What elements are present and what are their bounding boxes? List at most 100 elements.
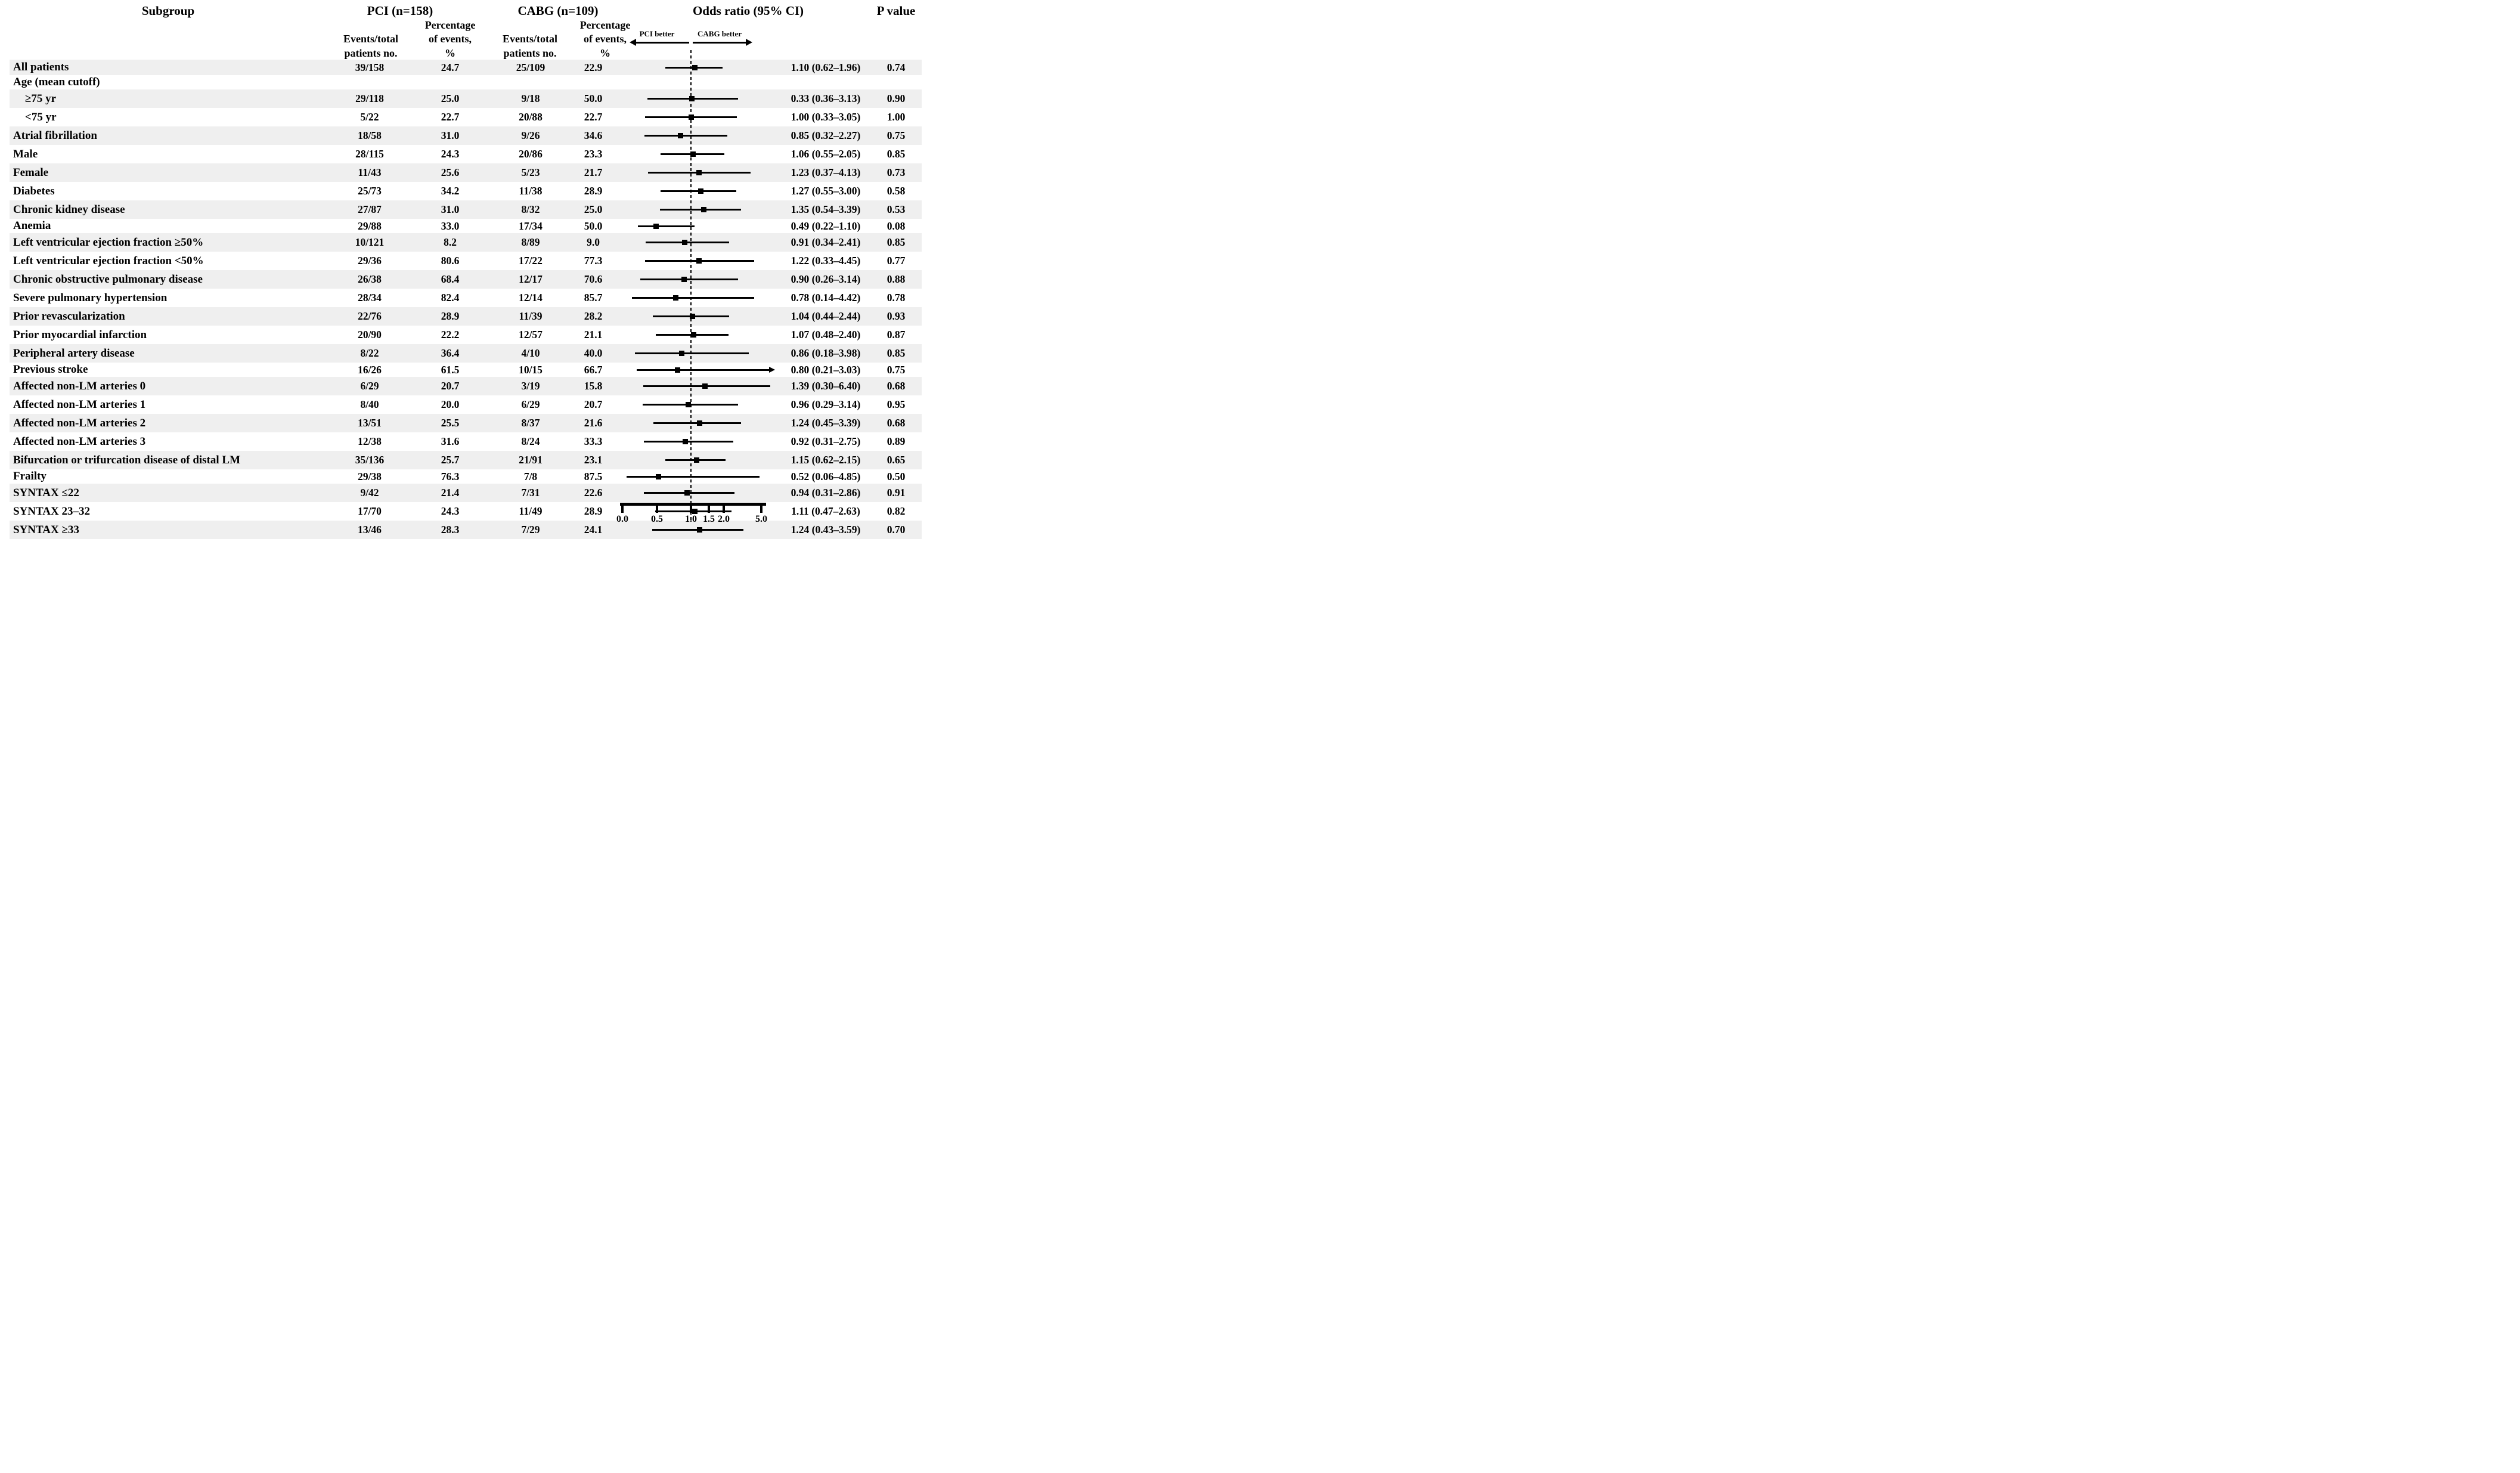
- odds-ratio-ci-cell: 0.92 (0.31–2.75): [791, 435, 861, 447]
- p-value-cell: 0.73: [887, 166, 906, 178]
- pci-events-cell: 20/90: [358, 329, 382, 341]
- odds-ratio-marker: [685, 402, 691, 407]
- cabg-events-cell: 8/37: [521, 417, 540, 429]
- table-row: ≥75 yr 29/118 25.0 9/18 50.0 0.33 (0.36–3.13)…: [10, 89, 922, 108]
- odds-ratio-ci-cell: 1.27 (0.55–3.00): [791, 185, 861, 197]
- direction-label-cabg-better: CABG better: [697, 29, 742, 38]
- cabg-events-cell: 11/49: [519, 505, 543, 517]
- odds-ratio-ci-cell: 1.35 (0.54–3.39): [791, 203, 861, 215]
- pci-events-cell: 27/87: [358, 203, 382, 215]
- cabg-events-cell: 6/29: [521, 398, 540, 410]
- odds-ratio-ci-cell: 1.24 (0.43–3.59): [791, 524, 861, 536]
- p-value-cell: 0.88: [887, 273, 906, 285]
- pci-pct-cell: 25.6: [441, 166, 460, 178]
- cabg-better-arrow-line: [693, 42, 746, 44]
- cabg-pct-cell: 9.0: [587, 236, 600, 248]
- forest-plot-cell: [620, 233, 781, 252]
- p-value-cell: 0.93: [887, 310, 906, 322]
- forest-plot-figure: Subgroup PCI (n=158) CABG (n=109) Odds r…: [0, 0, 922, 539]
- pci-pct-cell: 82.4: [441, 292, 460, 304]
- left-arrow-icon: [630, 39, 636, 46]
- forest-plot-cell: [620, 289, 781, 307]
- pci-pct-cell: 25.0: [441, 92, 460, 104]
- pci-events-cell: 28/115: [355, 148, 384, 160]
- table-row: Previous stroke 16/26 61.5 10/15 66.7 0.80 (0…: [10, 363, 922, 377]
- table-row: SYNTAX 23–32 17/70 24.3 11/49 28.9 1.11 (0.47…: [10, 502, 922, 521]
- pci-pct-cell: 61.5: [441, 363, 460, 376]
- table-row: SYNTAX ≥33 13/46 28.3 7/29 24.1 1.24 (0.43–3.…: [10, 521, 922, 539]
- table-row: Prior revascularization 22/76 28.9 11/39 28.…: [10, 307, 922, 326]
- odds-ratio-ci-cell: 0.78 (0.14–4.42): [791, 292, 861, 304]
- table-row: Male 28/115 24.3 20/86 23.3 1.06 (0.55–2.05) 0…: [10, 145, 922, 163]
- column-header-subgroup: Subgroup: [141, 4, 195, 18]
- odds-ratio-ci-cell: 1.15 (0.62–2.15): [791, 454, 861, 466]
- column-header-cabg-group: CABG (n=109): [517, 4, 599, 18]
- p-value-cell: 0.65: [887, 454, 906, 466]
- cabg-pct-cell: 28.2: [584, 310, 603, 322]
- forest-plot-cell: [620, 484, 781, 502]
- forest-plot-cell: [620, 60, 781, 75]
- cabg-events-cell: 8/89: [521, 236, 540, 248]
- subgroup-label: <75 yr: [25, 110, 57, 123]
- confidence-interval-line: [659, 209, 742, 211]
- forest-plot-cell: [620, 414, 781, 432]
- subgroup-label: ≥75 yr: [25, 92, 57, 105]
- pci-pct-cell: 31.6: [441, 435, 460, 447]
- subgroup-label: Anemia: [13, 219, 51, 232]
- subgroup-label: All patients: [13, 61, 69, 73]
- subgroup-label: Male: [13, 147, 38, 160]
- table-row: Frailty 29/38 76.3 7/8 87.5 0.52 (0.06–4.85) 0…: [10, 469, 922, 484]
- table-row: Diabetes 25/73 34.2 11/38 28.9 1.27 (0.55–3.0…: [10, 182, 922, 200]
- subgroup-label: Bifurcation or trifurcation disease of d…: [13, 453, 241, 466]
- odds-ratio-ci-cell: 0.94 (0.31–2.86): [791, 487, 861, 499]
- odds-ratio-marker: [653, 223, 659, 229]
- axis-tick-label: 2.0: [718, 514, 730, 524]
- subgroup-label: SYNTAX ≥33: [13, 523, 79, 536]
- table-row: Affected non-LM arteries 0 6/29 20.7 3/19 15…: [10, 377, 922, 395]
- column-header-p-value: P value: [876, 4, 916, 18]
- cabg-pct-cell: 50.0: [584, 92, 603, 104]
- cabg-pct-cell: 40.0: [584, 347, 603, 359]
- table-row: Affected non-LM arteries 1 8/40 20.0 6/29 20…: [10, 395, 922, 414]
- subgroup-label: Frailty: [13, 470, 47, 482]
- cabg-events-cell: 12/14: [519, 292, 543, 304]
- pci-pct-cell: 21.4: [441, 487, 460, 499]
- cabg-events-cell: 25/109: [516, 61, 545, 73]
- odds-ratio-marker: [692, 64, 698, 70]
- pci-events-cell: 16/26: [358, 363, 382, 376]
- odds-ratio-marker: [698, 188, 703, 194]
- column-header-odds-ratio: Odds ratio (95% CI): [692, 4, 804, 18]
- odds-ratio-ci-cell: 0.91 (0.34–2.41): [791, 236, 861, 248]
- column-header-pci-group: PCI (n=158): [367, 4, 433, 18]
- odds-ratio-ci-cell: 0.85 (0.32–2.27): [791, 129, 861, 141]
- odds-ratio-ci-cell: 0.90 (0.26–3.14): [791, 273, 861, 285]
- cabg-events-cell: 17/22: [519, 255, 543, 267]
- table-row: Anemia 29/88 33.0 17/34 50.0 0.49 (0.22–1.10)…: [10, 219, 922, 233]
- pci-events-cell: 28/34: [358, 292, 382, 304]
- cabg-events-cell: 20/86: [519, 148, 543, 160]
- cabg-events-header-line2: patients no.: [503, 47, 557, 59]
- cabg-pct-cell: 22.7: [584, 111, 603, 123]
- forest-plot-cell: [620, 326, 781, 344]
- odds-ratio-marker: [690, 151, 696, 157]
- odds-ratio-marker: [696, 258, 702, 264]
- odds-ratio-ci-cell: 0.96 (0.29–3.14): [791, 398, 861, 410]
- pci-events-cell: 26/38: [358, 273, 382, 285]
- pci-better-arrow-line: [636, 42, 689, 44]
- table-row: Peripheral artery disease 8/22 36.4 4/10 40.…: [10, 344, 922, 363]
- table-row: Prior myocardial infarction 20/90 22.2 12/5…: [10, 326, 922, 344]
- pci-events-cell: 9/42: [360, 487, 379, 499]
- subgroup-label: Chronic obstructive pulmonary disease: [13, 273, 203, 286]
- pci-pct-cell: 24.3: [441, 505, 460, 517]
- p-value-cell: 0.87: [887, 329, 906, 341]
- right-arrow-icon: [746, 39, 752, 46]
- pci-pct-header-line1: Percentage: [424, 19, 476, 31]
- subgroup-label: Prior myocardial infarction: [13, 328, 147, 341]
- odds-ratio-marker: [655, 474, 661, 479]
- subgroup-label: Affected non-LM arteries 1: [13, 398, 146, 411]
- axis-tick-label: 0.5: [651, 514, 663, 524]
- forest-plot-cell: [620, 126, 781, 145]
- p-value-cell: 0.95: [887, 398, 906, 410]
- odds-ratio-ci-cell: 0.80 (0.21–3.03): [791, 363, 861, 376]
- pci-pct-header-line3: %: [445, 47, 455, 59]
